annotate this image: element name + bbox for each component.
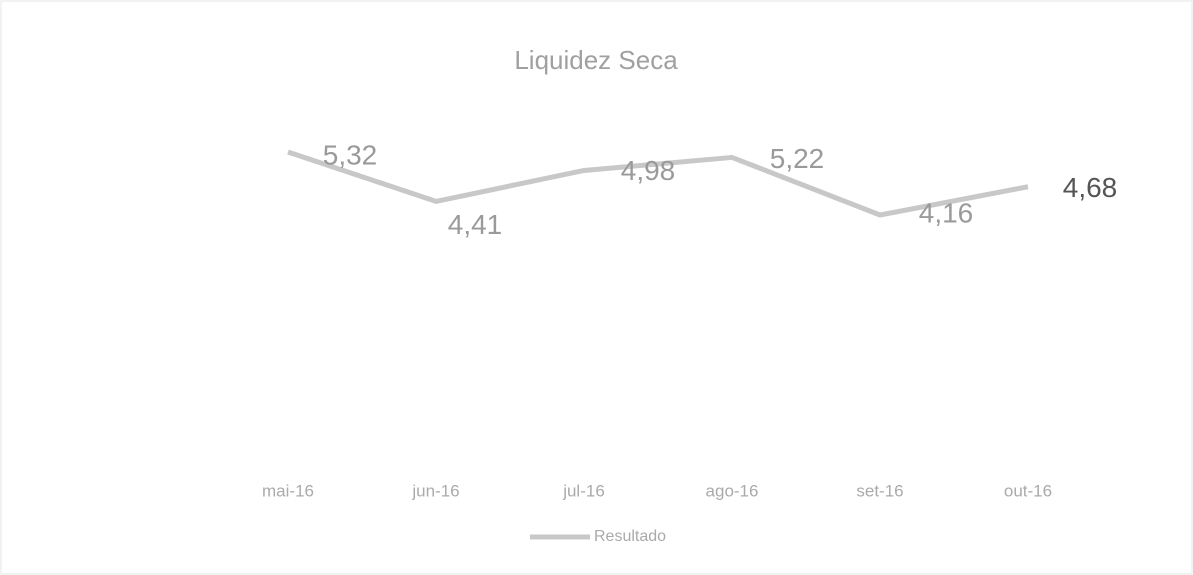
- x-tick-label: set-16: [856, 481, 903, 500]
- x-tick-label: mai-16: [262, 481, 314, 500]
- chart-title: Liquidez Seca: [514, 45, 678, 75]
- x-tick-label: out-16: [1004, 481, 1052, 500]
- data-label: 4,68: [1063, 172, 1118, 203]
- legend-label: Resultado: [594, 528, 666, 545]
- data-label: 5,32: [323, 139, 378, 170]
- data-label: 5,22: [770, 143, 825, 174]
- x-tick-label: jul-16: [562, 481, 605, 500]
- data-label: 4,16: [919, 197, 974, 228]
- data-label: 4,98: [621, 155, 676, 186]
- x-tick-label: ago-16: [706, 481, 759, 500]
- data-label: 4,41: [448, 209, 503, 240]
- x-tick-label: jun-16: [411, 481, 459, 500]
- series-line: [287, 149, 1029, 218]
